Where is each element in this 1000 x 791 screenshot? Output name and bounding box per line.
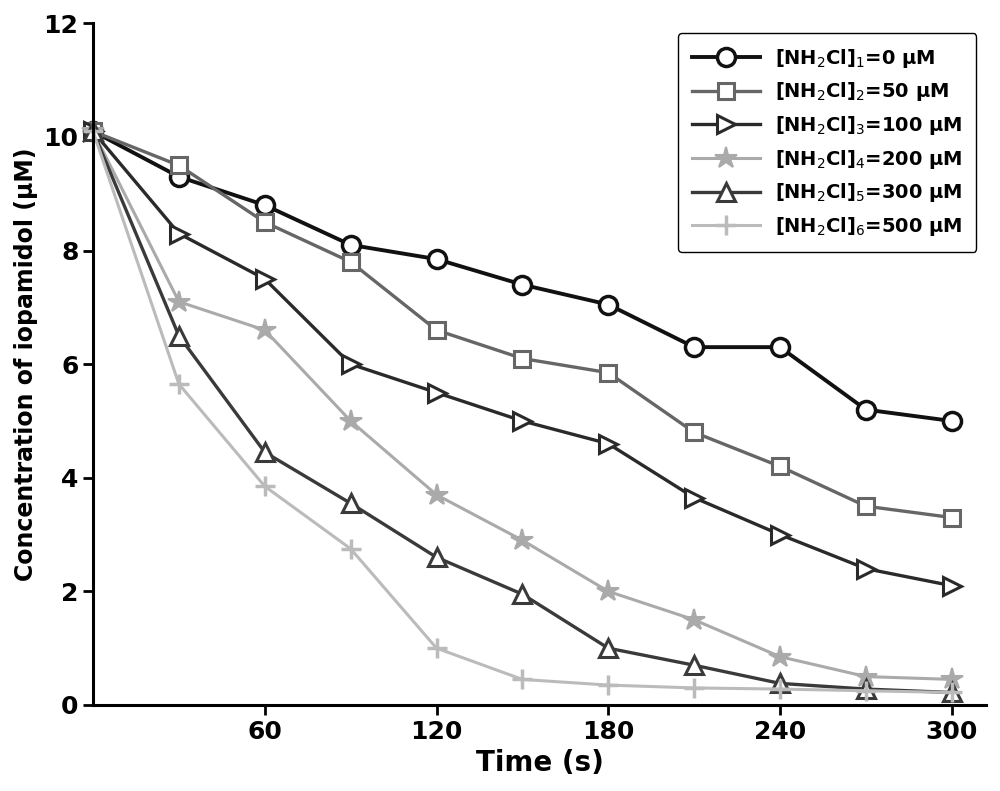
[NH$_2$Cl]$_4$=200 μM: [946, 675, 958, 684]
[NH$_2$Cl]$_3$=100 μM: [345, 359, 357, 369]
[NH$_2$Cl]$_3$=100 μM: [87, 127, 99, 136]
[NH$_2$Cl]$_3$=100 μM: [173, 229, 185, 238]
[NH$_2$Cl]$_3$=100 μM: [431, 388, 443, 397]
[NH$_2$Cl]$_5$=300 μM: [431, 553, 443, 562]
[NH$_2$Cl]$_4$=200 μM: [345, 416, 357, 426]
[NH$_2$Cl]$_2$=50 μM: [259, 218, 271, 227]
[NH$_2$Cl]$_1$=0 μM: [688, 343, 700, 352]
[NH$_2$Cl]$_2$=50 μM: [860, 501, 872, 511]
[NH$_2$Cl]$_5$=300 μM: [602, 643, 614, 653]
[NH$_2$Cl]$_5$=300 μM: [516, 589, 528, 599]
[NH$_2$Cl]$_3$=100 μM: [602, 439, 614, 448]
[NH$_2$Cl]$_4$=200 μM: [259, 325, 271, 335]
[NH$_2$Cl]$_6$=500 μM: [516, 675, 528, 684]
Y-axis label: Concentration of iopamidol (μM): Concentration of iopamidol (μM): [14, 147, 38, 581]
[NH$_2$Cl]$_3$=100 μM: [688, 493, 700, 502]
[NH$_2$Cl]$_4$=200 μM: [431, 490, 443, 500]
[NH$_2$Cl]$_6$=500 μM: [946, 687, 958, 697]
[NH$_2$Cl]$_1$=0 μM: [860, 405, 872, 414]
[NH$_2$Cl]$_5$=300 μM: [259, 448, 271, 457]
[NH$_2$Cl]$_2$=50 μM: [946, 513, 958, 522]
[NH$_2$Cl]$_3$=100 μM: [946, 581, 958, 590]
[NH$_2$Cl]$_6$=500 μM: [602, 680, 614, 690]
X-axis label: Time (s): Time (s): [476, 749, 604, 777]
[NH$_2$Cl]$_1$=0 μM: [946, 416, 958, 426]
[NH$_2$Cl]$_2$=50 μM: [602, 368, 614, 377]
Line: [NH$_2$Cl]$_2$=50 μM: [NH$_2$Cl]$_2$=50 μM: [85, 123, 960, 526]
[NH$_2$Cl]$_2$=50 μM: [345, 257, 357, 267]
[NH$_2$Cl]$_6$=500 μM: [774, 684, 786, 694]
Legend: [NH$_2$Cl]$_1$=0 μM, [NH$_2$Cl]$_2$=50 μM, [NH$_2$Cl]$_3$=100 μM, [NH$_2$Cl]$_4$: [NH$_2$Cl]$_1$=0 μM, [NH$_2$Cl]$_2$=50 μ…: [678, 33, 976, 252]
[NH$_2$Cl]$_5$=300 μM: [860, 684, 872, 694]
[NH$_2$Cl]$_4$=200 μM: [516, 536, 528, 545]
[NH$_2$Cl]$_3$=100 μM: [860, 564, 872, 573]
[NH$_2$Cl]$_6$=500 μM: [259, 482, 271, 491]
[NH$_2$Cl]$_5$=300 μM: [87, 127, 99, 136]
Line: [NH$_2$Cl]$_6$=500 μM: [NH$_2$Cl]$_6$=500 μM: [83, 121, 962, 703]
[NH$_2$Cl]$_5$=300 μM: [345, 498, 357, 508]
[NH$_2$Cl]$_2$=50 μM: [516, 354, 528, 363]
[NH$_2$Cl]$_1$=0 μM: [345, 240, 357, 250]
[NH$_2$Cl]$_1$=0 μM: [87, 127, 99, 136]
[NH$_2$Cl]$_2$=50 μM: [688, 428, 700, 437]
[NH$_2$Cl]$_6$=500 μM: [431, 643, 443, 653]
[NH$_2$Cl]$_6$=500 μM: [860, 686, 872, 695]
Line: [NH$_2$Cl]$_1$=0 μM: [NH$_2$Cl]$_1$=0 μM: [84, 123, 961, 430]
[NH$_2$Cl]$_3$=100 μM: [774, 530, 786, 539]
[NH$_2$Cl]$_6$=500 μM: [688, 683, 700, 693]
[NH$_2$Cl]$_6$=500 μM: [345, 544, 357, 554]
[NH$_2$Cl]$_2$=50 μM: [431, 325, 443, 335]
[NH$_2$Cl]$_5$=300 μM: [688, 660, 700, 670]
[NH$_2$Cl]$_3$=100 μM: [516, 416, 528, 426]
Line: [NH$_2$Cl]$_4$=200 μM: [NH$_2$Cl]$_4$=200 μM: [82, 120, 963, 691]
[NH$_2$Cl]$_1$=0 μM: [259, 200, 271, 210]
[NH$_2$Cl]$_1$=0 μM: [774, 343, 786, 352]
[NH$_2$Cl]$_1$=0 μM: [173, 172, 185, 181]
Line: [NH$_2$Cl]$_3$=100 μM: [NH$_2$Cl]$_3$=100 μM: [84, 123, 961, 595]
Line: [NH$_2$Cl]$_5$=300 μM: [NH$_2$Cl]$_5$=300 μM: [84, 123, 961, 702]
[NH$_2$Cl]$_1$=0 μM: [602, 300, 614, 309]
[NH$_2$Cl]$_3$=100 μM: [259, 274, 271, 284]
[NH$_2$Cl]$_6$=500 μM: [173, 380, 185, 389]
[NH$_2$Cl]$_1$=0 μM: [431, 255, 443, 264]
[NH$_2$Cl]$_4$=200 μM: [87, 127, 99, 136]
[NH$_2$Cl]$_1$=0 μM: [516, 280, 528, 290]
[NH$_2$Cl]$_4$=200 μM: [173, 297, 185, 306]
[NH$_2$Cl]$_5$=300 μM: [173, 331, 185, 341]
[NH$_2$Cl]$_4$=200 μM: [860, 672, 872, 681]
[NH$_2$Cl]$_6$=500 μM: [87, 127, 99, 136]
[NH$_2$Cl]$_5$=300 μM: [774, 679, 786, 688]
[NH$_2$Cl]$_2$=50 μM: [87, 127, 99, 136]
[NH$_2$Cl]$_5$=300 μM: [946, 687, 958, 697]
[NH$_2$Cl]$_4$=200 μM: [602, 587, 614, 596]
[NH$_2$Cl]$_4$=200 μM: [688, 615, 700, 625]
[NH$_2$Cl]$_2$=50 μM: [173, 161, 185, 170]
[NH$_2$Cl]$_2$=50 μM: [774, 462, 786, 471]
[NH$_2$Cl]$_4$=200 μM: [774, 652, 786, 661]
